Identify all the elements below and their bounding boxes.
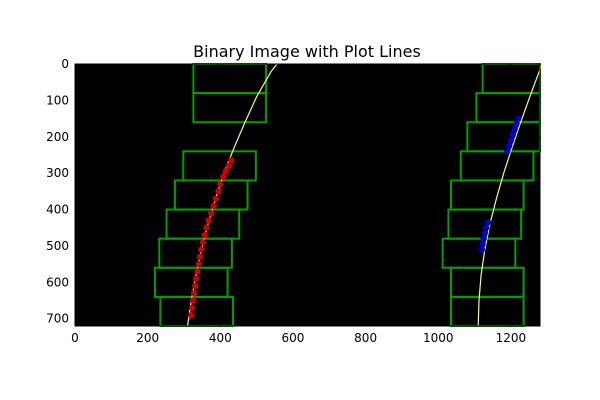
pixel-right-9 bbox=[509, 131, 516, 139]
pixel-left-18 bbox=[217, 180, 224, 188]
pixel-left-0 bbox=[188, 311, 195, 319]
plot-background bbox=[75, 64, 540, 326]
pixel-right-4 bbox=[483, 224, 490, 231]
pixel-left-11 bbox=[201, 231, 208, 239]
pixel-left-19 bbox=[220, 173, 227, 181]
x-tick-label: 600 bbox=[282, 331, 305, 345]
pixel-left-1 bbox=[189, 304, 196, 312]
x-tick-label: 200 bbox=[136, 331, 159, 345]
y-tick-label: 200 bbox=[46, 130, 69, 144]
pixel-left-9 bbox=[198, 246, 205, 253]
pixel-left-10 bbox=[199, 239, 207, 246]
y-tick-label: 100 bbox=[46, 93, 69, 107]
pixel-right-3 bbox=[481, 230, 488, 237]
x-tick-label: 400 bbox=[209, 331, 232, 345]
y-tick-label: 0 bbox=[61, 57, 69, 71]
pixel-left-16 bbox=[212, 195, 220, 202]
pixel-left-22 bbox=[228, 157, 235, 164]
pixel-right-0 bbox=[478, 246, 486, 253]
pixel-right-10 bbox=[511, 126, 518, 133]
pixel-right-2 bbox=[480, 235, 487, 242]
y-tick-label: 300 bbox=[46, 166, 69, 180]
fit-line-right bbox=[477, 63, 543, 327]
pixel-right-7 bbox=[505, 142, 513, 150]
y-tick-label: 500 bbox=[46, 239, 69, 253]
x-tick-label: 1200 bbox=[496, 331, 527, 345]
x-tick-label: 800 bbox=[354, 331, 377, 345]
pixel-left-17 bbox=[215, 188, 222, 195]
chart-title: Binary Image with Plot Lines bbox=[193, 42, 421, 61]
pixel-right-8 bbox=[507, 137, 515, 144]
y-tick-label: 700 bbox=[46, 312, 69, 326]
x-axis-ticks: 0 200 400 600 800 1000 1200 bbox=[71, 64, 526, 345]
pixel-left-4 bbox=[192, 282, 199, 290]
y-tick-label: 600 bbox=[46, 275, 69, 289]
pixel-left-20 bbox=[222, 168, 229, 175]
pixel-left-14 bbox=[208, 209, 215, 217]
pixel-left-7 bbox=[195, 260, 203, 268]
y-axis-ticks: 0 100 200 300 400 500 600 700 bbox=[46, 57, 540, 326]
x-tick-label: 0 bbox=[71, 331, 79, 345]
pixel-left-6 bbox=[194, 268, 201, 275]
lane-pixels bbox=[188, 115, 522, 319]
pixel-left-15 bbox=[210, 202, 217, 210]
pixel-left-8 bbox=[196, 253, 204, 261]
pixel-right-5 bbox=[484, 219, 492, 226]
pixel-left-12 bbox=[203, 224, 210, 231]
x-tick-label: 1000 bbox=[423, 331, 454, 345]
pixel-left-2 bbox=[189, 297, 197, 304]
pixel-right-1 bbox=[479, 240, 486, 248]
pixel-left-3 bbox=[190, 290, 198, 297]
plot-frame bbox=[74, 63, 541, 327]
pixel-right-11 bbox=[513, 120, 520, 128]
y-tick-label: 400 bbox=[46, 203, 69, 217]
window-left-1 bbox=[192, 92, 268, 124]
pixel-left-21 bbox=[225, 162, 233, 170]
pixel-left-5 bbox=[193, 275, 200, 282]
pixel-right-12 bbox=[515, 115, 522, 122]
pixel-left-13 bbox=[205, 217, 212, 224]
pixel-right-6 bbox=[504, 148, 511, 155]
